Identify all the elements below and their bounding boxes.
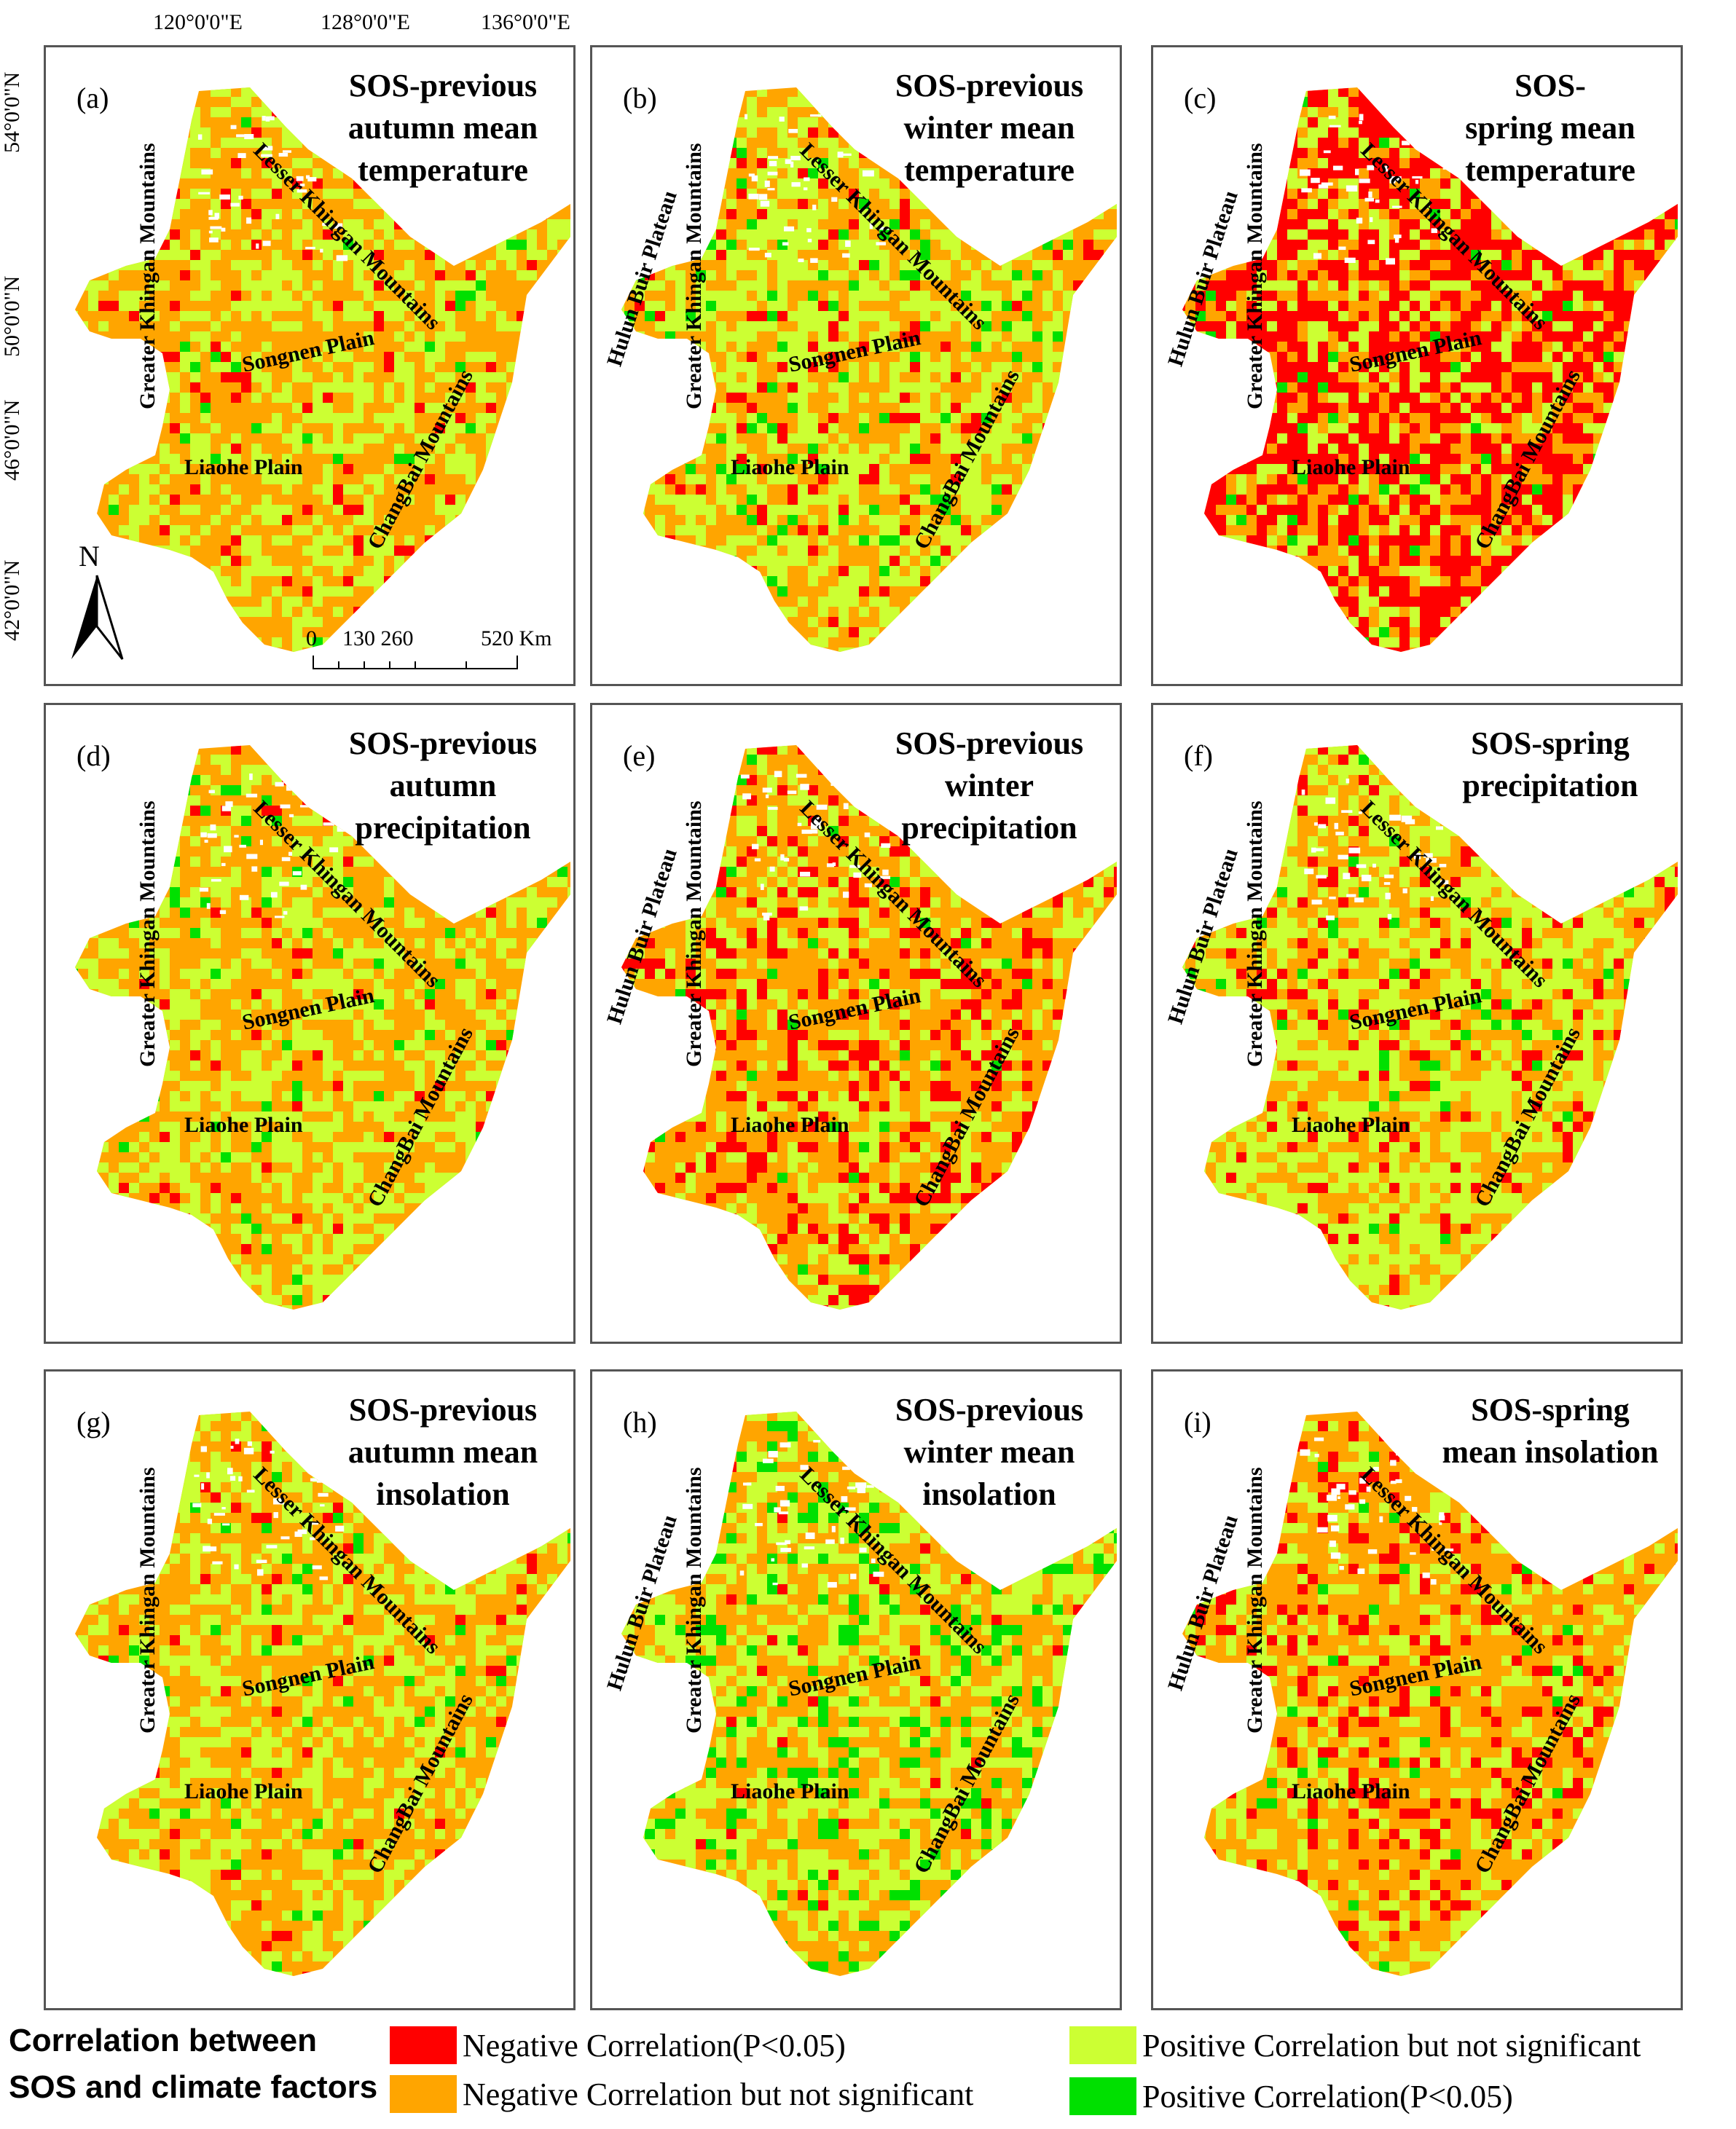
region-label-liaohe: Liaohe Plain [184,455,303,479]
region-label-greater: Greater Khingan Mountains [682,1467,706,1733]
map-panel: (d) SOS-previous autumn precipitation Less… [44,703,576,1344]
panel-label: (a) [76,82,109,114]
region-label-greater: Greater Khingan Mountains [1243,1467,1267,1733]
panel-title: SOS-previous winter mean temperature [895,68,1084,188]
panel-label: (h) [623,1406,657,1439]
latitude-label: 54°0'0"N [0,71,24,153]
correlation-map [621,1412,1117,1976]
scale-label: 130 260 [342,626,414,650]
region-label-liaohe: Liaohe Plain [731,1779,849,1803]
correlation-map [1182,745,1678,1310]
map-panel: (f) SOS-spring precipitation Lesser Khinga… [1151,703,1683,1344]
correlation-map [75,1412,570,1976]
panel-title: SOS-spring mean insolation [1442,1392,1659,1470]
panel-title: SOS-previous autumn mean temperature [347,68,538,188]
map-panel: (b) SOS-previous winter mean temperature L… [590,45,1122,686]
longitude-label: 120°0'0"E [153,10,243,34]
correlation-map [1182,87,1678,652]
region-label-greater: Greater Khingan Mountains [682,800,706,1067]
latitude-label: 46°0'0"N [0,399,24,481]
region-label-greater: Greater Khingan Mountains [682,143,706,409]
panel-label: (d) [76,739,111,772]
scale-label: 0 [306,626,317,650]
legend-item-negative: Negative Correlation but not significant [390,2072,973,2116]
legend-item-positive-significant: Positive Correlation(P<0.05) [1069,2074,1513,2118]
map-panel: (c) SOS- spring mean temperature Lesser Kh… [1151,45,1683,686]
region-label-greater: Greater Khingan Mountains [135,800,160,1067]
region-label-liaohe: Liaohe Plain [1292,1779,1410,1803]
longitude-label: 136°0'0"E [481,10,570,34]
legend-title: Correlation between SOS and climate fact… [9,2023,378,2105]
panel-title: SOS-previous autumn mean insolation [347,1392,538,1512]
longitude-label: 128°0'0"E [321,10,410,34]
panel-label: (b) [623,82,657,114]
legend-swatch [1069,2077,1136,2115]
region-label-greater: Greater Khingan Mountains [135,1467,160,1733]
legend-swatch [390,2075,457,2113]
region-label-liaohe: Liaohe Plain [731,455,849,479]
region-label-liaohe: Liaohe Plain [1292,1113,1410,1137]
map-panel: (a) SOS-previous autumn mean temperature L… [44,45,576,686]
correlation-map [75,745,570,1310]
panel-title: SOS- spring mean temperature [1465,68,1635,188]
scale-label: 520 Km [481,626,552,650]
legend-item-positive: Positive Correlation but not significant [1069,2023,1641,2067]
panel-title: SOS-previous winter mean insolation [895,1392,1084,1512]
correlation-map [621,87,1117,652]
panel-label: (g) [76,1406,111,1439]
region-label-liaohe: Liaohe Plain [184,1779,303,1803]
legend-item-negative-significant: Negative Correlation(P<0.05) [390,2023,846,2067]
panel-label: (e) [623,739,656,772]
map-panel: (h) SOS-previous winter mean insolation Le… [590,1369,1122,2010]
region-label-greater: Greater Khingan Mountains [1243,800,1267,1067]
latitude-label: 50°0'0"N [0,275,24,357]
north-arrow-icon: N [57,539,137,663]
region-label-liaohe: Liaohe Plain [184,1113,303,1137]
panel-label: (i) [1184,1406,1211,1439]
panel-title: SOS-previous autumn precipitation [348,725,538,846]
correlation-map [1182,1412,1678,1976]
region-label-liaohe: Liaohe Plain [731,1113,849,1137]
correlation-map [75,87,570,652]
legend-swatch [1069,2026,1136,2064]
region-label-greater: Greater Khingan Mountains [1243,143,1267,409]
scale-bar: 0 130 260 520 Km [299,626,561,677]
panel-label: (f) [1184,739,1213,772]
map-panel: (i) SOS-spring mean insolation Lesser Khin… [1151,1369,1683,2010]
region-label-liaohe: Liaohe Plain [1292,455,1410,479]
panel-title: SOS-spring precipitation [1462,725,1638,803]
legend-swatch [390,2026,457,2064]
map-panel: (e) SOS-previous winter precipitation Less… [590,703,1122,1344]
latitude-label: 42°0'0"N [0,559,24,641]
panel-label: (c) [1184,82,1217,114]
region-label-greater: Greater Khingan Mountains [135,143,160,409]
panel-title: SOS-previous winter precipitation [895,725,1084,846]
map-panel: (g) SOS-previous autumn mean insolation Le… [44,1369,576,2010]
correlation-map [621,745,1117,1310]
